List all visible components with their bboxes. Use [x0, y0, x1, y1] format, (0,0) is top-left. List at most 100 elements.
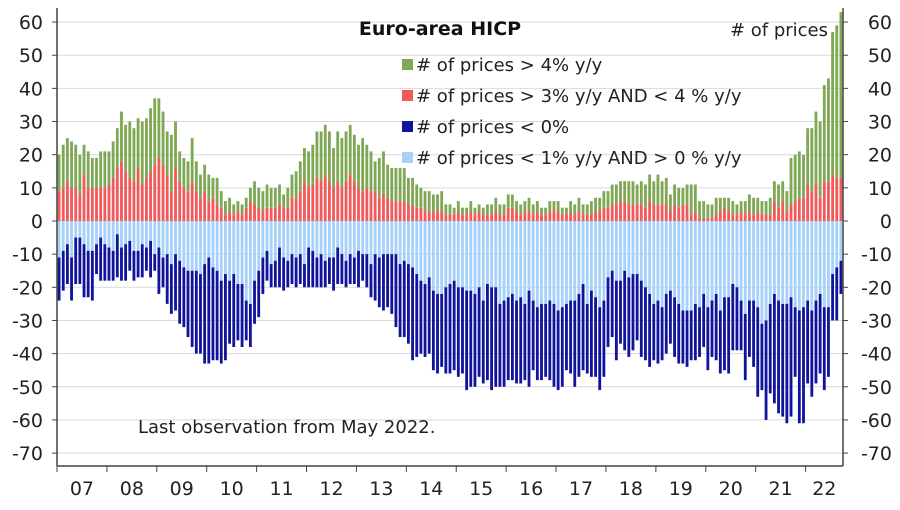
bar-lt0	[144, 247, 148, 271]
bar-3to4	[257, 207, 261, 221]
bar-gt4	[265, 184, 269, 208]
bar-3to4	[548, 211, 552, 221]
bar-gt4	[548, 201, 552, 212]
bar-0to1	[369, 221, 373, 265]
bar-3to4	[315, 177, 319, 221]
bar-lt0	[627, 277, 631, 357]
bar-0to1	[739, 221, 743, 301]
bar-3to4	[664, 204, 668, 221]
bar-3to4	[402, 201, 406, 221]
bar-lt0	[465, 290, 469, 391]
bar-lt0	[236, 283, 240, 341]
bar-3to4	[373, 191, 377, 221]
bar-lt0	[619, 280, 622, 344]
bar-0to1	[199, 221, 202, 275]
bar-0to1	[469, 221, 473, 291]
bar-3to4	[215, 204, 219, 221]
bar-lt0	[120, 247, 123, 281]
bar-gt4	[639, 181, 643, 205]
bar-lt0	[702, 293, 706, 347]
bar-0to1	[423, 221, 427, 284]
bar-lt0	[232, 274, 236, 347]
bar-lt0	[527, 290, 531, 387]
bar-gt4	[327, 131, 331, 182]
bar-gt4	[332, 148, 335, 188]
bar-lt0	[760, 323, 764, 391]
y-tick-label-left: -30	[12, 310, 43, 332]
bar-3to4	[436, 211, 439, 221]
bar-0to1	[569, 221, 573, 301]
x-tick-label: 21	[769, 478, 793, 500]
bar-0to1	[336, 221, 340, 248]
bar-0to1	[839, 221, 843, 261]
bar-lt0	[161, 257, 165, 288]
bar-lt0	[373, 254, 377, 301]
bar-lt0	[199, 274, 202, 354]
bar-gt4	[469, 201, 473, 212]
bar-0to1	[244, 221, 248, 301]
bar-lt0	[752, 300, 756, 367]
bar-3to4	[540, 214, 543, 221]
bar-3to4	[74, 187, 78, 221]
bar-3to4	[199, 197, 202, 221]
bar-gt4	[581, 204, 585, 215]
bar-gt4	[664, 177, 668, 205]
bar-lt0	[361, 254, 365, 281]
bar-gt4	[781, 181, 785, 202]
bar-lt0	[352, 257, 356, 284]
bar-lt0	[831, 274, 835, 321]
bar-0to1	[436, 221, 439, 294]
x-tick-label: 22	[812, 478, 836, 500]
bar-3to4	[169, 191, 173, 221]
bar-gt4	[240, 204, 244, 215]
bar-0to1	[822, 221, 826, 308]
bar-lt0	[207, 257, 211, 364]
bar-0to1	[57, 221, 61, 258]
bar-3to4	[673, 204, 676, 221]
bar-0to1	[182, 221, 186, 268]
bar-0to1	[581, 221, 585, 284]
bar-0to1	[149, 221, 152, 241]
bar-lt0	[589, 290, 593, 377]
bar-0to1	[560, 221, 564, 308]
x-tick-label: 10	[220, 478, 244, 500]
bar-gt4	[822, 85, 826, 182]
bar-0to1	[510, 221, 514, 294]
bar-lt0	[261, 257, 265, 294]
bar-3to4	[822, 181, 826, 221]
bar-lt0	[614, 280, 618, 361]
bar-gt4	[382, 151, 385, 195]
bar-0to1	[74, 221, 78, 238]
bar-0to1	[240, 221, 244, 284]
bar-0to1	[344, 221, 348, 261]
bar-gt4	[644, 184, 647, 208]
bar-lt0	[718, 310, 722, 374]
bar-lt0	[319, 254, 323, 288]
bar-3to4	[278, 204, 281, 221]
bar-gt4	[502, 204, 506, 215]
bar-3to4	[419, 207, 423, 221]
bar-lt0	[835, 267, 839, 321]
bar-3to4	[456, 211, 460, 221]
bar-0to1	[332, 221, 335, 258]
bar-0to1	[756, 221, 760, 308]
bar-lt0	[731, 283, 735, 351]
y-tick-label-left: 20	[19, 145, 43, 167]
y-tick-label-left: -60	[12, 410, 43, 432]
bar-gt4	[224, 201, 227, 215]
bar-0to1	[585, 221, 589, 304]
x-tick-label: 11	[269, 478, 293, 500]
bar-3to4	[382, 194, 385, 221]
bar-gt4	[427, 191, 431, 212]
x-tick-label: 08	[120, 478, 144, 500]
bar-0to1	[382, 221, 385, 255]
bar-gt4	[436, 194, 439, 212]
bar-gt4	[65, 138, 69, 182]
bar-lt0	[99, 237, 103, 281]
unit-label: # of prices	[730, 20, 828, 41]
x-tick-label: 07	[70, 478, 94, 500]
bar-gt4	[365, 144, 369, 188]
bar-lt0	[228, 280, 232, 344]
bar-3to4	[303, 181, 306, 221]
bar-lt0	[174, 254, 177, 311]
